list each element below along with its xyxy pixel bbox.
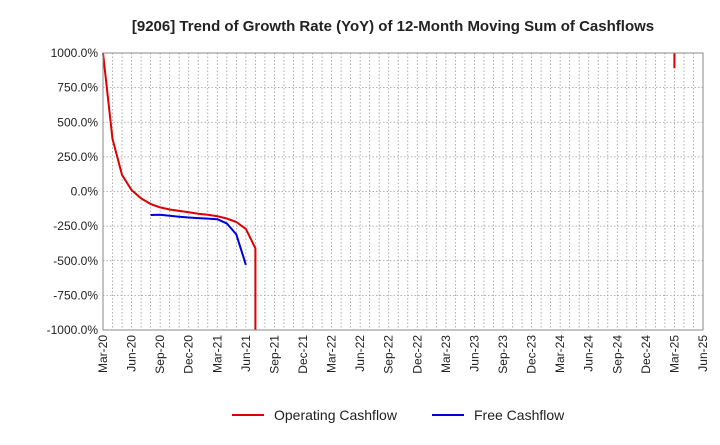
- y-tick-label: 750.0%: [57, 81, 98, 95]
- series-line: [102, 52, 257, 330]
- x-tick-label: Jun-22: [353, 335, 367, 372]
- x-tick-label: Dec-23: [525, 335, 539, 374]
- x-tick-label: Sep-24: [610, 335, 624, 374]
- x-tick-label: Mar-22: [325, 335, 339, 373]
- x-tick-label: Sep-23: [496, 335, 510, 374]
- plot-area-frame: [102, 52, 704, 331]
- y-axis-ticks: 1000.0% 750.0% 500.0% 250.0% 0.0% -250.0% -500…: [47, 46, 99, 337]
- x-tick-label: Jun-21: [239, 335, 253, 372]
- legend: Operating Cashflow Free Cashflow: [232, 407, 565, 423]
- y-tick-label: -750.0%: [53, 288, 98, 302]
- x-tick-label: Mar-23: [439, 335, 453, 373]
- series-line: [150, 213, 247, 266]
- x-tick-label: Mar-25: [667, 335, 681, 373]
- x-tick-label: Jun-20: [125, 335, 139, 372]
- x-axis-ticks: Mar-20 Jun-20 Sep-20 Dec-20 Mar-21 Jun-21 Sep-…: [96, 335, 710, 374]
- y-tick-label: 250.0%: [57, 150, 98, 164]
- series-free-cashflow: [150, 213, 247, 266]
- legend-label: Free Cashflow: [474, 407, 565, 423]
- x-tick-label: Dec-20: [182, 335, 196, 374]
- series-layer: [102, 52, 676, 330]
- chart-title: [9206] Trend of Growth Rate (YoY) of 12-…: [132, 18, 654, 35]
- legend-label: Operating Cashflow: [274, 407, 398, 423]
- x-tick-label: Sep-21: [267, 335, 281, 374]
- x-tick-label: Jun-24: [582, 335, 596, 372]
- x-tick-label: Dec-22: [410, 335, 424, 374]
- x-tick-label: Jun-25: [696, 335, 710, 372]
- legend-item: Operating Cashflow: [232, 407, 398, 423]
- y-tick-label: 0.0%: [71, 185, 99, 199]
- y-tick-label: 1000.0%: [51, 46, 99, 60]
- x-tick-label: Dec-21: [296, 335, 310, 374]
- x-tick-label: Dec-24: [639, 335, 653, 374]
- y-tick-label: -1000.0%: [47, 323, 99, 337]
- x-tick-label: Mar-21: [210, 335, 224, 373]
- y-tick-label: -250.0%: [53, 219, 98, 233]
- x-tick-label: Jun-23: [467, 335, 481, 372]
- legend-item: Free Cashflow: [432, 407, 565, 423]
- x-tick-label: Mar-20: [96, 335, 110, 373]
- series-operating-cashflow: [102, 52, 676, 330]
- grid-layer: [103, 53, 703, 330]
- x-tick-label: Sep-22: [382, 335, 396, 374]
- x-tick-label: Sep-20: [153, 335, 167, 374]
- y-tick-label: -500.0%: [53, 254, 98, 268]
- x-tick-label: Mar-24: [553, 335, 567, 373]
- y-tick-label: 500.0%: [57, 115, 98, 129]
